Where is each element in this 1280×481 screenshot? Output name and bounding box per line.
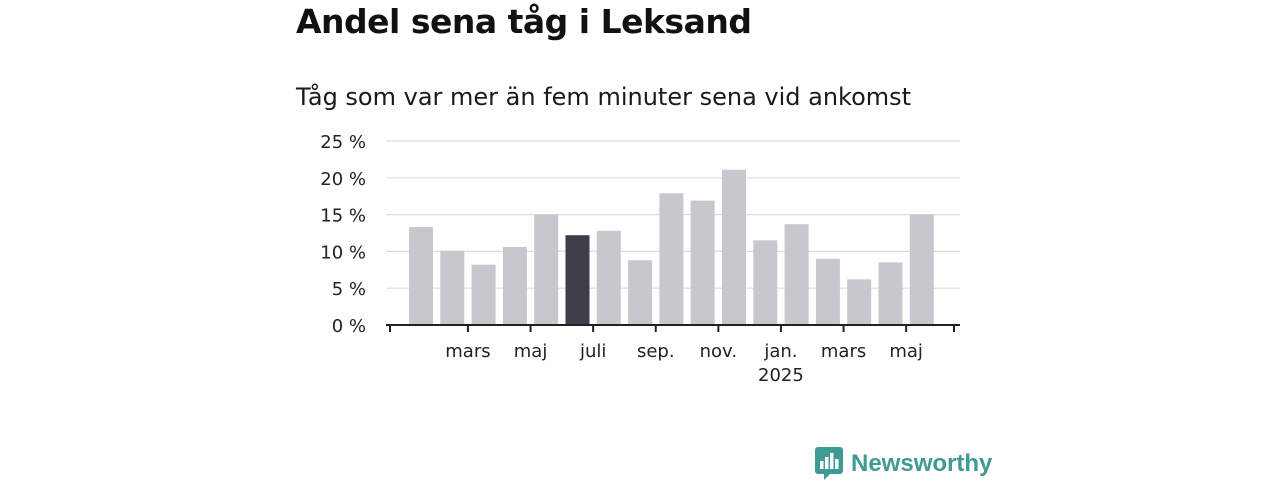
bar-2025-04 [878,262,903,325]
bar-2025-05 [909,214,934,325]
y-tick-label: 10 % [320,242,366,263]
newsworthy-logo: Newsworthy [815,447,992,481]
bar-2024-04 [502,246,527,325]
bar-2024-01 [409,227,433,325]
bar-2024-03 [471,264,496,325]
bar-2024-07 [596,230,621,325]
chart-title: Andel sena tåg i Leksand [296,2,752,41]
x-tick-label: jan. [763,341,797,362]
bar-2024-02 [440,250,465,325]
bar-2024-09 [659,193,684,325]
chart-subtitle: Tåg som var mer än fem minuter sena vid … [296,83,912,111]
y-axis-tick-labels: 0 % 5 % 10 % 15 % 20 % 25 % [320,132,366,337]
x-tick-label: mars [445,341,490,362]
x-tick-label: juli [579,341,606,362]
x-axis [386,324,960,332]
x-tick-label: maj [514,341,548,362]
y-tick-label: 25 % [320,132,366,153]
bar-2025-03 [847,279,872,325]
y-tick-label: 15 % [320,206,366,227]
bar-2025-01 [784,224,809,325]
x-tick-year-label: 2025 [758,365,804,386]
x-tick-label: maj [889,341,923,362]
bar-2024-11 [722,169,746,325]
y-tick-label: 5 % [332,279,366,300]
bars [409,169,934,325]
bar-chart-speech-bubble-icon [815,447,843,480]
brand-name: Newsworthy [851,450,993,477]
x-tick-label: sep. [637,341,675,362]
x-axis-tick-labels: mars maj juli sep. nov. jan. 2025 mars maj [445,341,923,386]
x-tick-label: nov. [700,341,737,362]
bar-2025-02 [815,258,840,325]
bar-2024-12 [753,240,778,325]
bar-2024-10 [690,200,715,325]
bar-2024-08 [628,260,653,325]
y-tick-label: 20 % [320,169,366,190]
bar-2024-05 [534,214,559,325]
y-tick-label: 0 % [332,316,366,337]
bar-2024-06 [565,235,590,325]
x-tick-label: mars [821,341,866,362]
